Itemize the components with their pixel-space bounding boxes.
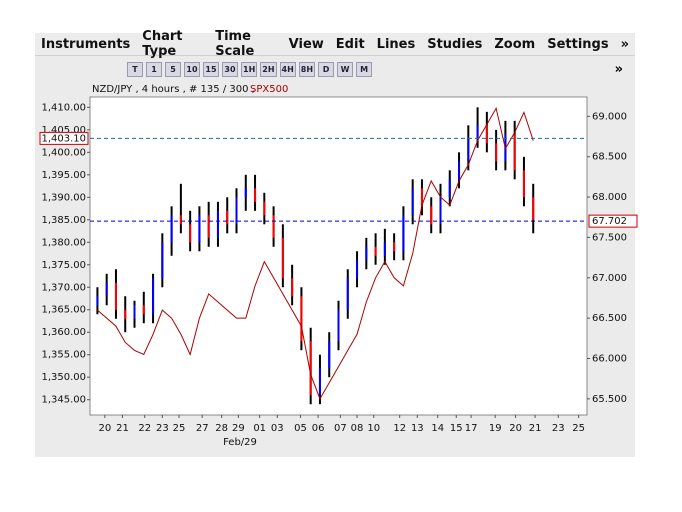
x-tick-label: 13	[411, 423, 424, 434]
menu-item[interactable]: Time Scale	[215, 29, 255, 59]
menu-item[interactable]: Zoom	[494, 36, 536, 52]
y2-tick-label: 68.500	[592, 152, 627, 163]
x-tick-label: 14	[431, 423, 444, 434]
y-tick-label: 1,370.00	[41, 282, 86, 293]
overlay-name: SPX500	[250, 84, 288, 95]
y-tick-label: 1,345.00	[41, 395, 86, 406]
y-tick-label: 1,385.00	[41, 215, 86, 226]
price-label-box	[588, 214, 638, 228]
y2-tick-label: 66.500	[592, 313, 627, 324]
x-tick-label: 10	[367, 423, 380, 434]
x-tick-label: 07	[334, 423, 347, 434]
y2-tick-label: 66.000	[592, 354, 627, 365]
x-tick-label: 05	[294, 423, 307, 434]
y-tick-label: 1,365.00	[41, 305, 86, 316]
menu-item[interactable]: Instruments	[41, 36, 131, 52]
y-tick-label: 1,410.00	[41, 102, 86, 113]
y-tick-label: 1,390.00	[41, 192, 86, 203]
x-tick-label: 22	[138, 423, 151, 434]
period-button[interactable]: 4H	[279, 61, 296, 77]
y-tick-label: 1,360.00	[41, 327, 86, 338]
price-label-box	[39, 131, 89, 145]
x-tick-label: 08	[351, 423, 364, 434]
period-button[interactable]: 8H	[298, 61, 316, 77]
menu-item[interactable]: Settings	[547, 36, 609, 52]
x-tick-label: 28	[215, 423, 228, 434]
price-label: 67.702	[592, 216, 627, 227]
y-tick-label: 1,400.00	[41, 147, 86, 158]
y2-tick-label: 69.000	[592, 111, 627, 122]
toolbar: T 1 5 10 15 30 1H 2H 4H 8H D W M»	[35, 57, 635, 81]
x-tick-label: 27	[196, 423, 209, 434]
plot-area	[89, 96, 588, 416]
period-button[interactable]: 10	[184, 61, 200, 77]
menu-item[interactable]: Edit	[335, 36, 365, 52]
more-button[interactable]: »	[614, 61, 623, 77]
x-tick-label: 15	[450, 423, 463, 434]
x-tick-label: 12	[393, 423, 406, 434]
y-tick-label: 1,355.00	[41, 350, 86, 361]
menu-item[interactable]: Studies	[427, 36, 483, 52]
x-tick-label: 01	[253, 423, 266, 434]
y-tick-label: 1,380.00	[41, 237, 86, 248]
y2-tick-label: 67.500	[592, 232, 627, 243]
menu-item[interactable]: View	[288, 36, 324, 52]
menu-bar: Instruments Chart Type Time Scale View Edit L…	[35, 29, 635, 59]
y-tick-label: 1,375.00	[41, 260, 86, 271]
period-button[interactable]: 30	[222, 61, 238, 77]
period-button[interactable]: 15	[203, 61, 219, 77]
period-button[interactable]: 2H	[260, 61, 277, 77]
x-tick-label: 06	[312, 423, 325, 434]
period-button[interactable]: 1	[146, 61, 162, 77]
x-tick-label: 20	[98, 423, 111, 434]
menu-item[interactable]: Lines	[376, 36, 416, 52]
y-tick-label: 1,350.00	[41, 372, 86, 383]
x-tick-label: 17	[465, 423, 478, 434]
period-button[interactable]: 5	[165, 61, 181, 77]
x-tick-label: 23	[156, 423, 169, 434]
period-button[interactable]: 1H	[241, 61, 258, 77]
x-tick-label: 21	[116, 423, 129, 434]
y-tick-label: 1,405.00	[41, 125, 86, 136]
chart-title: NZD/JPY , 4 hours , # 135 / 300 ,	[92, 84, 255, 95]
menu-item[interactable]: Chart Type	[142, 29, 183, 59]
y2-tick-label: 65.500	[592, 394, 627, 405]
x-tick-label: 23	[552, 423, 565, 434]
period-button[interactable]: D	[318, 61, 335, 77]
y2-tick-label: 67.000	[592, 273, 627, 284]
x-tick-label: 20	[509, 423, 522, 434]
x-note: Feb/29	[223, 437, 257, 448]
x-tick-label: 29	[232, 423, 245, 434]
y-tick-label: 1,395.00	[41, 170, 86, 181]
x-tick-label: 03	[271, 423, 284, 434]
period-button[interactable]: W	[337, 61, 354, 77]
menu-item[interactable]: »	[620, 36, 629, 52]
x-tick-label: 25	[173, 423, 186, 434]
x-tick-label: 19	[489, 423, 502, 434]
period-button[interactable]: T	[127, 61, 143, 77]
period-button[interactable]: M	[356, 61, 373, 77]
x-tick-label: 21	[529, 423, 542, 434]
y2-tick-label: 68.000	[592, 192, 627, 203]
x-tick-label: 25	[572, 423, 585, 434]
overlay-line	[97, 106, 534, 401]
price-label: 1,403.10	[41, 133, 86, 144]
